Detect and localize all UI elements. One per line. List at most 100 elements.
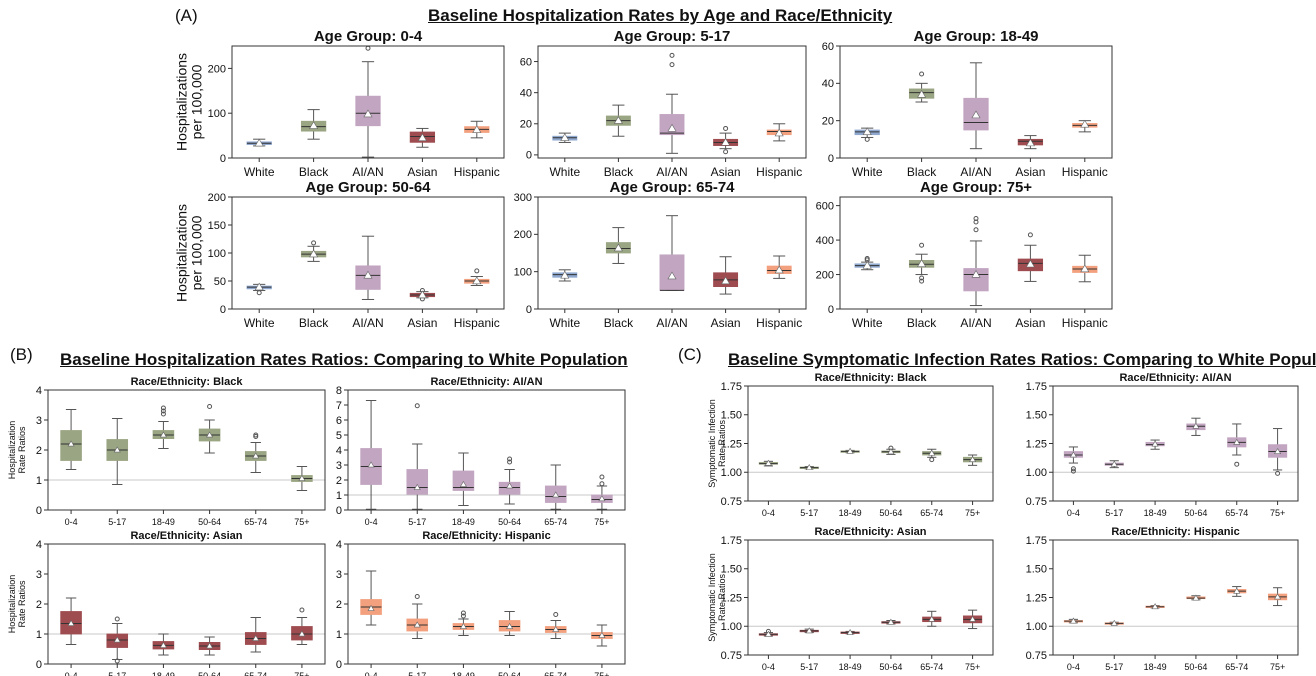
panel-title: Race/Ethnicity: AI/AN [1119, 372, 1231, 384]
y-tick-label: 4 [36, 539, 42, 551]
outlier-point [256, 290, 262, 296]
y-tick-label: 20 [822, 116, 834, 128]
mean-marker [1069, 617, 1077, 624]
x-tick-label: Hispanic [756, 316, 802, 330]
panel-a5: Age Group: 65-74 0 100 200 300 White Black AI/A… [514, 179, 807, 330]
mean-marker [928, 449, 936, 456]
x-tick-label: AI/AN [656, 165, 687, 179]
outlier-point [919, 71, 925, 77]
y-tick-label: 1.50 [721, 564, 742, 576]
mean-marker [363, 270, 373, 279]
outlier-point [474, 268, 480, 274]
mean-marker [552, 491, 560, 498]
box-50-64 [498, 456, 521, 505]
x-tick-label: 75+ [294, 517, 309, 527]
mean-marker [472, 276, 482, 285]
box-75- [962, 609, 983, 630]
x-tick-label: 0-4 [762, 508, 775, 518]
y-tick-label: 1.00 [721, 621, 742, 633]
y-axis-label: HospitalizationRate Ratios [7, 575, 27, 634]
x-tick-label: 18-49 [152, 671, 175, 676]
y-tick-label: 1.00 [721, 467, 742, 479]
box-65-74 [244, 617, 267, 653]
box-ai-an [355, 235, 381, 300]
x-tick-label: White [244, 316, 275, 330]
section-b-letter: (B) [10, 345, 33, 364]
y-tick-label: 400 [816, 235, 834, 247]
mean-marker [298, 630, 306, 637]
y-tick-label: 0.75 [721, 650, 742, 662]
box-black [605, 227, 631, 264]
y-tick-label: 1.25 [721, 592, 742, 604]
y-tick-label: 1.75 [721, 381, 742, 393]
mean-marker [459, 480, 467, 487]
mean-marker [472, 125, 482, 133]
section-a-letter: (A) [175, 6, 198, 25]
x-tick-label: 50-64 [879, 508, 902, 518]
y-tick-label: 40 [520, 88, 532, 100]
box-white [246, 282, 272, 296]
x-tick-label: 50-64 [198, 517, 221, 527]
y-tick-label: 20 [520, 119, 532, 131]
x-tick-label: 0-4 [365, 517, 378, 527]
mean-marker [506, 622, 514, 629]
mean-marker [1025, 259, 1035, 268]
outlier-point [160, 408, 166, 414]
y-tick-label: 1 [336, 629, 342, 641]
box-75- [291, 466, 313, 491]
mean-marker [667, 271, 677, 280]
panel-c1: Race/Ethnicity: Black 0.75 1.00 1.25 1.50 1.7… [707, 372, 994, 518]
outlier-point [919, 278, 925, 284]
mean-marker [721, 137, 731, 146]
box-50-64 [198, 404, 221, 454]
box-ai-an [659, 52, 685, 154]
y-tick-label: 1.00 [1026, 467, 1047, 479]
y-tick-label: 1.75 [1026, 381, 1047, 393]
outlier-point [919, 275, 925, 281]
axes-frame [1052, 385, 1299, 502]
x-tick-label: 0-4 [365, 671, 378, 676]
x-tick-label: AI/AN [960, 316, 991, 330]
axes-frame [47, 543, 326, 665]
y-tick-label: 0 [36, 659, 42, 671]
panel-title: Age Group: 0-4 [314, 28, 423, 45]
axes-frame [839, 196, 1113, 310]
x-tick-label: 65-74 [920, 662, 943, 672]
box-ai-an [659, 215, 685, 291]
box-18-49 [840, 447, 860, 454]
outlier-point [299, 607, 305, 613]
outlier-point [414, 594, 420, 599]
x-tick-label: 75+ [1270, 508, 1285, 518]
y-tick-label: 1.75 [1026, 535, 1047, 547]
panel-title: Race/Ethnicity: Black [131, 376, 244, 388]
x-tick-label: 18-49 [839, 508, 862, 518]
box-75- [1267, 428, 1288, 476]
x-tick-label: White [244, 165, 275, 179]
y-tick-label: 3 [336, 569, 342, 581]
x-tick-label: AI/AN [352, 316, 383, 330]
x-tick-label: 50-64 [1184, 662, 1207, 672]
x-tick-label: 75+ [965, 662, 980, 672]
x-tick-label: 75+ [965, 508, 980, 518]
x-tick-label: 5-17 [1105, 662, 1123, 672]
y-tick-label: 100 [514, 267, 532, 279]
panel-title: Race/Ethnicity: Asian [130, 530, 242, 542]
section-c-letter: (C) [678, 345, 702, 364]
x-tick-label: 50-64 [1184, 508, 1207, 518]
y-tick-label: 2 [336, 475, 342, 487]
box-65-74 [544, 612, 567, 639]
x-tick-label: 0-4 [65, 517, 78, 527]
mean-marker [805, 464, 813, 471]
mean-marker [159, 641, 167, 648]
outlier-point [507, 459, 513, 465]
mean-marker [459, 622, 467, 629]
mean-marker [1233, 438, 1241, 445]
outlier-point [723, 149, 729, 155]
outlier-point [160, 411, 166, 417]
mean-marker [1151, 603, 1159, 610]
box-50-64 [881, 618, 901, 625]
mean-marker [598, 495, 606, 502]
mean-marker [113, 636, 121, 643]
mean-marker [928, 615, 936, 622]
